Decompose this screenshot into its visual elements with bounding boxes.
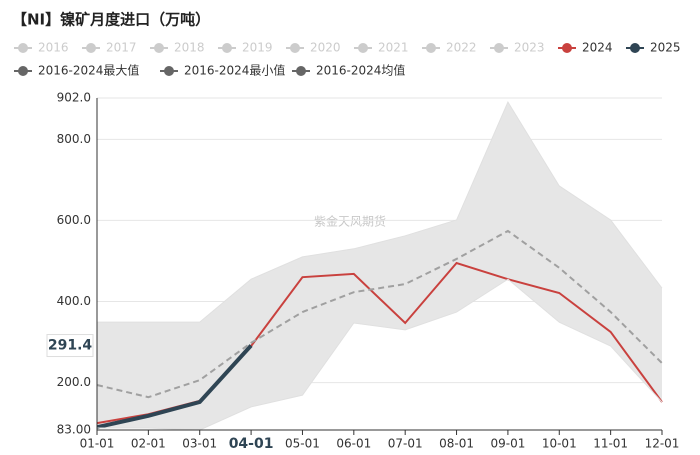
y-tick-label: 600.0 <box>57 213 91 227</box>
legend-icon-dot <box>86 43 96 53</box>
legend-label: 2016-2024最大值 <box>38 63 139 78</box>
x-tick-label: 04-01 <box>229 436 274 452</box>
legend-icon-dot <box>18 66 28 76</box>
x-tick-label: 09-01 <box>490 437 525 451</box>
legend-icon-dot <box>164 66 174 76</box>
y-tick-label: 902.0 <box>57 91 91 105</box>
x-tick-label: 08-01 <box>439 437 474 451</box>
legend-label: 2019 <box>242 41 273 55</box>
legend-label: 2020 <box>310 41 341 55</box>
legend-label: 2016-2024均值 <box>316 63 405 78</box>
y-tick-label: 800.0 <box>57 132 91 146</box>
chart-title: 【NI】镍矿月度进口（万吨） <box>12 11 210 29</box>
line-bold <box>96 344 253 430</box>
legend-label: 2017 <box>106 41 137 55</box>
x-tick-label: 06-01 <box>336 437 371 451</box>
legend-icon-dot <box>630 43 640 53</box>
x-tick-label: 11-01 <box>593 437 628 451</box>
x-tick-label: 02-01 <box>131 437 166 451</box>
x-tick-label: 05-01 <box>285 437 320 451</box>
legend-icon-dot <box>290 43 300 53</box>
pointer-label-box <box>46 334 94 358</box>
legend-icon-dot <box>154 43 164 53</box>
legend-icon-dot <box>296 66 306 76</box>
band-fill <box>97 102 662 431</box>
pointer-label: 291.4 <box>48 338 93 354</box>
y-tick-label: 200.0 <box>57 375 91 389</box>
legend-icon-dot <box>18 43 28 53</box>
line-dashed <box>96 229 663 399</box>
x-tick-label: 07-01 <box>388 437 423 451</box>
x-tick-label: 12-01 <box>645 437 680 451</box>
x-tick-label: 03-01 <box>182 437 217 451</box>
legend-label: 2022 <box>446 41 477 55</box>
y-tick-label: 83.00 <box>57 423 91 437</box>
legend-icon-dot <box>426 43 436 53</box>
legend-label: 2018 <box>174 41 205 55</box>
legend-label: 2016-2024最小值 <box>184 63 285 78</box>
x-tick-label: 10-01 <box>542 437 577 451</box>
legend-icon-dot <box>494 43 504 53</box>
y-tick-label: 400.0 <box>57 294 91 308</box>
x-tick-label: 01-01 <box>80 437 115 451</box>
legend-label: 2021 <box>378 41 409 55</box>
legend-label: 2023 <box>514 41 545 55</box>
legend-label: 2024 <box>582 41 613 55</box>
line-band-top <box>97 100 663 323</box>
watermark: 紫金天风期货 <box>314 214 386 229</box>
legend-icon-dot <box>222 43 232 53</box>
legend-icon-dot <box>358 43 368 53</box>
legend-label: 2025 <box>650 41 681 55</box>
legend-label: 2016 <box>38 41 69 55</box>
legend-icon-dot <box>562 43 572 53</box>
